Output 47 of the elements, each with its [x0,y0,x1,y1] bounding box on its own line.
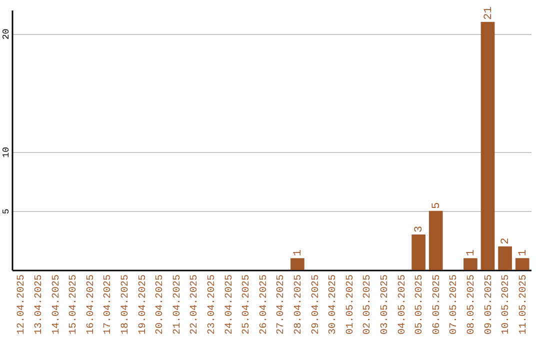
data-label: 3 [414,226,426,233]
y-tick-label: 5 [2,208,12,214]
x-tick-label: 06.05.2025 [432,274,443,335]
x-tick-label: 13.04.2025 [34,274,45,335]
x-tick-label: 24.04.2025 [224,274,236,335]
x-tick-label: 09.05.2025 [484,274,495,335]
x-tick-label: 22.04.2025 [190,274,201,335]
x-tick-label: 15.04.2025 [68,274,80,335]
y-tick-label: 10 [2,146,12,158]
x-tick-label: 11.05.2025 [518,274,530,335]
x-tick-label: 07.05.2025 [449,274,460,335]
y-tick-label: 20 [2,28,12,40]
bar [428,210,443,270]
data-label: 1 [292,249,304,256]
x-tick-label: 28.04.2025 [293,274,304,335]
x-tick-label: 04.05.2025 [397,274,408,335]
x-tick-label: 18.04.2025 [120,274,132,335]
bar [290,258,304,270]
x-tick-label: 08.05.2025 [466,274,478,335]
x-tick-label: 16.04.2025 [86,274,97,335]
x-tick-label: 21.04.2025 [172,274,184,335]
x-tick-label: 20.04.2025 [155,274,166,335]
data-label: 1 [465,249,478,256]
x-tick-label: 29.04.2025 [310,274,322,335]
bar [412,234,426,270]
x-tick-label: 01.05.2025 [345,274,356,335]
x-tick-label: 03.05.2025 [380,274,391,335]
x-tick-label: 02.05.2025 [362,274,374,335]
bar [464,258,478,270]
data-label: 2 [500,238,512,244]
x-tick-label: 30.04.2025 [328,274,340,335]
bar [480,22,495,270]
data-label: 5 [430,202,443,209]
x-tick-label: 25.04.2025 [242,274,253,335]
x-tick-label: 10.05.2025 [501,274,512,335]
x-tick-label: 12.04.2025 [16,274,28,335]
x-tick-label: 05.05.2025 [414,274,426,335]
x-tick-label: 19.04.2025 [138,274,149,335]
data-label: 21 [482,6,495,20]
x-tick-label: 27.04.2025 [276,274,288,335]
bar [515,258,530,270]
bar [498,246,512,270]
x-tick-label: 23.04.2025 [206,274,218,335]
x-tick-label: 17.04.2025 [103,274,114,335]
x-tick-label: 14.04.2025 [51,274,62,335]
x-tick-label: 26.04.2025 [258,274,270,335]
data-label: 1 [517,249,530,256]
